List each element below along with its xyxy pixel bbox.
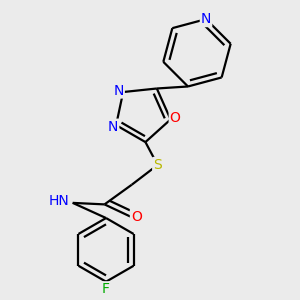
Text: N: N bbox=[108, 120, 118, 134]
Text: O: O bbox=[170, 111, 181, 125]
Text: N: N bbox=[113, 83, 124, 98]
Text: HN: HN bbox=[49, 194, 70, 208]
Text: F: F bbox=[102, 282, 110, 296]
Text: S: S bbox=[153, 158, 162, 172]
Text: N: N bbox=[201, 12, 211, 26]
Text: O: O bbox=[131, 209, 142, 224]
